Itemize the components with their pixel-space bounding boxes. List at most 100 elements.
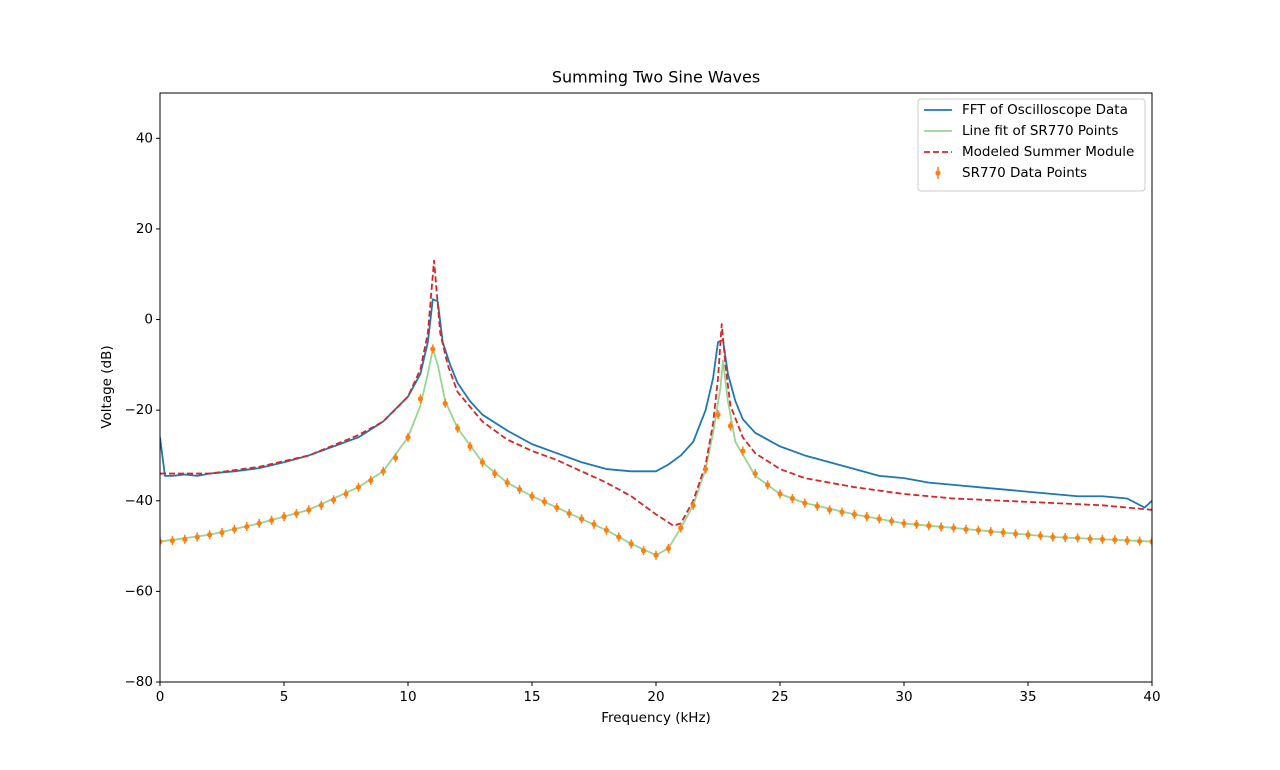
data-point (740, 448, 746, 454)
data-point (393, 455, 399, 461)
x-tick-label: 30 (895, 689, 912, 705)
data-point (504, 480, 510, 486)
y-tick-label: 20 (136, 221, 153, 237)
y-tick-label: −80 (125, 674, 154, 690)
data-point (355, 484, 361, 490)
data-point (752, 470, 758, 477)
data-point (160, 538, 163, 545)
data-point (1137, 538, 1143, 544)
data-point (405, 434, 411, 440)
data-point (926, 523, 932, 529)
data-point (579, 516, 585, 522)
data-point (194, 534, 200, 540)
data-point (777, 491, 783, 497)
data-point (814, 503, 820, 509)
y-tick-label: −40 (125, 493, 154, 509)
data-point (789, 495, 796, 502)
data-point (169, 538, 175, 544)
data-point (665, 545, 672, 551)
data-point (1037, 533, 1043, 539)
data-point (802, 500, 808, 506)
data-point (889, 518, 895, 524)
y-tick-label: 40 (136, 130, 153, 146)
data-point (653, 552, 659, 558)
data-point (380, 468, 386, 474)
data-point (603, 527, 610, 533)
data-point (368, 477, 374, 483)
data-point (479, 459, 485, 465)
data-point (703, 466, 709, 472)
data-point (1062, 534, 1068, 541)
data-point (913, 521, 920, 527)
data-point (963, 526, 969, 532)
data-point (1025, 532, 1031, 538)
data-point (641, 548, 647, 554)
y-axis-label: Voltage (dB) (99, 345, 115, 428)
data-point (678, 525, 684, 531)
series-line (160, 259, 1152, 527)
data-point (628, 541, 634, 547)
data-point (281, 514, 287, 520)
data-point (343, 491, 349, 497)
x-tick-label: 40 (1143, 689, 1160, 705)
data-point (616, 534, 622, 540)
legend-label: FFT of Oscilloscope Data (962, 102, 1128, 118)
x-tick-label: 5 (280, 689, 289, 705)
data-point (529, 493, 535, 499)
x-tick-label: 35 (1019, 689, 1036, 705)
y-tick-label: 0 (144, 312, 153, 328)
data-point (331, 497, 337, 503)
x-tick-label: 20 (647, 689, 664, 705)
data-point (1013, 531, 1019, 537)
y-tick-label: −60 (125, 583, 154, 599)
data-point (1149, 538, 1152, 545)
data-point (306, 507, 312, 513)
data-point (1124, 538, 1130, 544)
data-point (554, 504, 560, 511)
data-point (467, 443, 473, 449)
data-point (876, 516, 882, 522)
x-tick-label: 10 (399, 689, 416, 705)
data-point (727, 423, 734, 429)
data-point (417, 396, 423, 402)
data-point (231, 526, 237, 532)
data-point (938, 524, 944, 530)
data-point (256, 520, 262, 527)
data-point (1050, 534, 1056, 540)
data-point (517, 486, 523, 493)
chart-title: Summing Two Sine Waves (552, 68, 760, 87)
data-point (765, 482, 771, 488)
data-point (293, 510, 299, 517)
data-point (269, 517, 275, 523)
data-point (851, 511, 858, 517)
data-point (541, 499, 548, 505)
data-point (1075, 535, 1081, 541)
legend-label: SR770 Data Points (962, 165, 1087, 181)
data-point (442, 400, 448, 406)
data-point (591, 521, 597, 527)
legend-label: Line fit of SR770 Points (962, 123, 1118, 139)
data-point (827, 507, 833, 513)
data-point (492, 470, 498, 477)
data-point (988, 528, 994, 535)
data-point (901, 520, 907, 527)
data-point (430, 346, 436, 352)
x-axis-label: Frequency (kHz) (601, 710, 711, 726)
data-point (1000, 529, 1006, 536)
data-point (182, 536, 188, 542)
data-point (207, 532, 213, 538)
data-point (455, 425, 461, 431)
data-point (219, 529, 225, 536)
data-point (566, 510, 572, 517)
x-tick-label: 25 (771, 689, 788, 705)
y-tick-label: −20 (125, 402, 154, 418)
data-point (244, 523, 250, 530)
x-tick-label: 15 (523, 689, 540, 705)
data-point (839, 509, 845, 515)
data-point (951, 525, 957, 531)
data-point (1099, 536, 1105, 542)
data-point (715, 412, 721, 418)
x-tick-label: 0 (156, 689, 165, 705)
